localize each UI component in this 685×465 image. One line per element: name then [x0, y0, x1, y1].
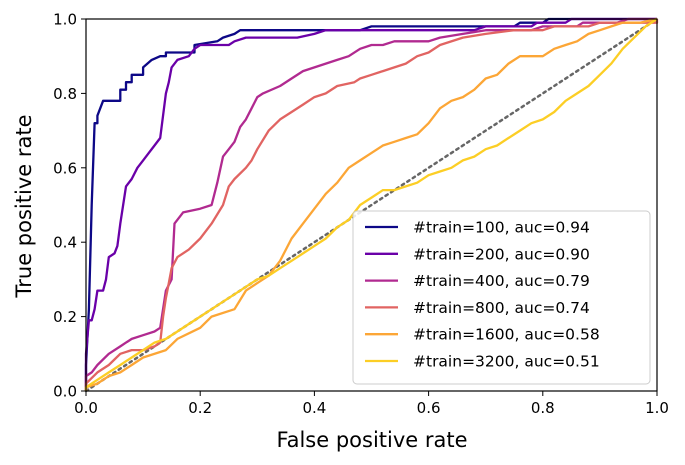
legend-label-6: #train=3200, auc=0.51: [413, 353, 600, 371]
y-tick-label: 0.8: [53, 85, 77, 103]
y-tick-label: 0.4: [53, 234, 77, 252]
plot-frame: [85, 18, 658, 392]
legend-label-1: #train=100, auc=0.94: [413, 219, 590, 237]
series-line-2: [84, 17, 657, 391]
y-tick-label: 0.6: [53, 159, 77, 177]
x-axis-label: False positive rate: [276, 428, 467, 452]
legend-label-2: #train=200, auc=0.90: [413, 245, 590, 263]
plot-area: [84, 17, 659, 393]
series-line-3: [84, 17, 657, 391]
y-tick-label: 0.2: [53, 308, 77, 326]
x-tick-label: 0.4: [302, 399, 326, 417]
y-tick-label: 0.0: [53, 383, 77, 401]
series-line-5: [84, 17, 658, 391]
x-tick-label: 0.8: [531, 399, 555, 417]
legend-label-5: #train=1600, auc=0.58: [413, 326, 600, 344]
x-tick-label: 0.6: [417, 399, 441, 417]
legend-box: [352, 210, 651, 385]
x-tick-label: 1.0: [645, 399, 669, 417]
y-tick-label: 1.0: [53, 11, 77, 29]
legend-label-4: #train=800, auc=0.74: [413, 299, 590, 317]
legend: #train=100, auc=0.94 #train=200, auc=0.90…: [352, 210, 651, 385]
series-line-6: [84, 18, 658, 391]
y-axis-label: True positive rate: [12, 115, 36, 299]
x-tick-label: 0.2: [188, 399, 212, 417]
series-line-4: [84, 19, 659, 391]
series-line-1: [84, 17, 657, 391]
legend-label-3: #train=400, auc=0.79: [413, 272, 590, 290]
x-tick-label: 0.0: [74, 399, 98, 417]
axes: 0.0 0.2 0.4 0.6 0.8 1.0 0.0 0.2 0.4 0.6 0.8 1.0: [53, 11, 669, 418]
